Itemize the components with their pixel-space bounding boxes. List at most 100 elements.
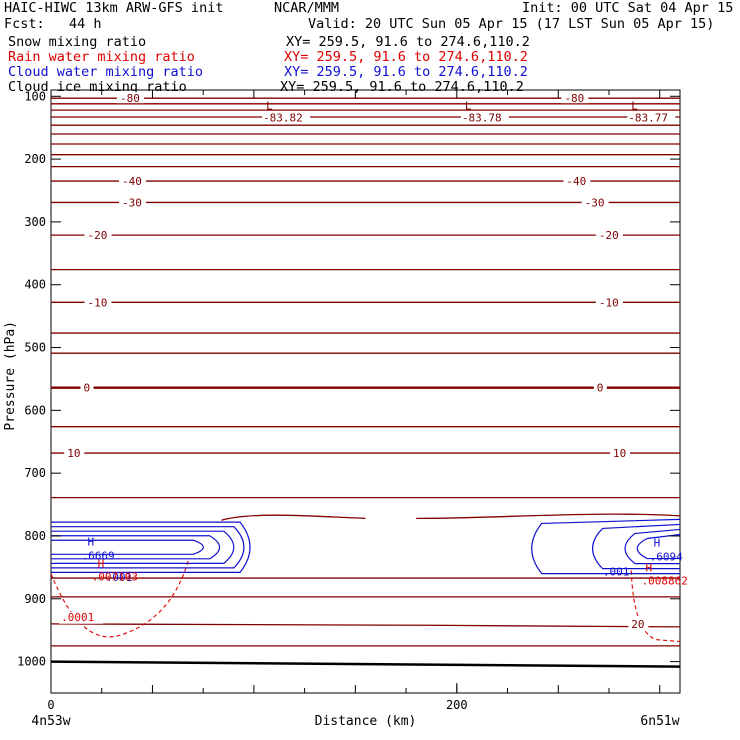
low-marker: L <box>266 99 273 112</box>
y-tick-label: 900 <box>24 592 46 606</box>
cloud-min-value: .001 <box>603 566 630 579</box>
cloud-water-contour <box>636 533 681 560</box>
isotherm-label-bg <box>80 381 94 393</box>
y-tick-label: 400 <box>24 278 46 292</box>
isotherm-label-bg <box>561 92 589 104</box>
cloud-water-contour <box>531 518 681 575</box>
cloud-water-contour <box>51 535 221 560</box>
cloud-max-marker: H <box>87 535 94 548</box>
y-tick-label: 500 <box>24 341 46 355</box>
low-marker: L <box>631 99 638 112</box>
field-ice-name: Cloud ice mixing ratio <box>8 79 187 95</box>
rain-contour-label-bg <box>59 611 104 624</box>
isotherm-label: -40 <box>122 175 142 188</box>
y-tick-label: 600 <box>24 403 46 417</box>
rain-max-value: .008862 <box>642 575 688 588</box>
low-value: -83.82 <box>263 111 303 124</box>
field-cloud-xy: XY= 259.5, 91.6 to 274.6,110.2 <box>284 64 528 80</box>
isotherm-label: -40 <box>566 175 586 188</box>
isotherm-label: 20 <box>631 618 644 631</box>
rain-contour-label: .0001 <box>61 611 94 624</box>
cloud-max-marker: H <box>654 537 661 550</box>
isotherm-label-bg <box>595 296 623 308</box>
isotherm-label: -10 <box>599 296 619 309</box>
low-value-bg <box>262 111 311 124</box>
field-cloud-name: Cloud water mixing ratio <box>8 64 204 80</box>
y-axis-title: Pressure (hPa) <box>3 321 18 431</box>
plot-frame <box>50 89 681 694</box>
cloud-water-contour <box>51 526 245 569</box>
ground-line <box>50 660 681 668</box>
isotherm-label-bg <box>593 381 607 393</box>
y-tick-label: 200 <box>24 152 46 166</box>
header-org: NCAR/MMM <box>274 0 340 16</box>
isotherm-label-bg <box>119 196 147 208</box>
low-value: -83.78 <box>462 111 502 124</box>
y-tick-label: 1000 <box>17 655 46 669</box>
field-rain-name: Rain water mixing ratio <box>8 49 195 65</box>
isotherm-label: 0 <box>597 382 604 395</box>
endpoint-label-left: 4n53w <box>31 714 70 729</box>
temperature-isotherms <box>50 97 681 668</box>
isotherm-label: -30 <box>585 196 605 209</box>
y-tick-label: 700 <box>24 466 46 480</box>
cloud-water-contour <box>592 523 681 570</box>
header-valid: Valid: 20 UTC Sun 05 Apr 15 (17 LST Sun … <box>308 16 715 32</box>
field-snow-xy: XY= 259.5, 91.6 to 274.6,110.2 <box>286 34 530 50</box>
isotherm-label-bg <box>581 196 609 208</box>
x-tick-label: 0 <box>47 698 54 712</box>
isotherm-label: -80 <box>564 92 584 105</box>
y-tick-label: 100 <box>24 89 46 103</box>
isotherm-line <box>50 623 681 628</box>
rain-max-marker: H <box>98 557 105 570</box>
isotherm-label: 10 <box>613 447 626 460</box>
endpoint-label-right: 6n51w <box>640 714 679 729</box>
field-rain-xy: XY= 259.5, 91.6 to 274.6,110.2 <box>284 49 528 65</box>
cloud-water-contour <box>624 528 681 565</box>
cloud-water-contour <box>51 530 235 564</box>
isotherm-label-bg <box>116 92 144 104</box>
isotherm-label-bg <box>84 229 112 241</box>
isotherm-label: -20 <box>599 229 619 242</box>
isotherm-label-bg <box>610 447 631 459</box>
isotherm-label-bg <box>628 617 649 629</box>
header-init: Init: 00 UTC Sat 04 Apr 15 <box>522 0 734 16</box>
rain-water-contour <box>50 557 190 638</box>
x-axis-title: Distance (km) <box>315 714 417 729</box>
low-value: -83.77 <box>628 111 668 124</box>
cloud-water-contours <box>51 518 681 575</box>
isotherm-label: -10 <box>88 296 108 309</box>
isotherm-label: 0 <box>83 382 90 395</box>
low-value-bg <box>460 111 509 124</box>
low-marker: L <box>465 99 472 112</box>
isotherm-label: -80 <box>120 92 140 105</box>
rain-max-value: .007103 <box>92 570 138 583</box>
low-value-bg <box>627 111 676 124</box>
contour-labels: -80 -80-40 -40-30 -30-20 -20-10 -100 010 1020L-… <box>59 92 688 631</box>
isotherm-label-bg <box>119 175 147 187</box>
field-snow-name: Snow mixing ratio <box>8 34 147 50</box>
rain-max-marker: H <box>646 562 653 575</box>
isotherm-label: 10 <box>67 447 80 460</box>
isotherm-label: -20 <box>88 229 108 242</box>
isotherm-line <box>416 513 681 520</box>
isotherm-label-bg <box>64 447 85 459</box>
isotherm-label-bg <box>595 229 623 241</box>
y-tick-label: 800 <box>24 529 46 543</box>
x-tick-label: 200 <box>446 698 468 712</box>
isotherm-line <box>221 514 366 521</box>
isotherm-label: -30 <box>122 196 142 209</box>
header-fcst: Fcst: 44 h <box>4 16 102 32</box>
rain-water-contours <box>50 557 681 643</box>
isotherm-label-bg <box>84 296 112 308</box>
header-title: HAIC-HIWC 13km ARW-GFS init <box>4 0 224 16</box>
cloud-water-contour <box>51 539 204 555</box>
isotherm-label-bg <box>563 175 591 187</box>
cloud-max-value: .6094 <box>650 551 683 564</box>
plot-border <box>50 89 681 694</box>
cloud-water-contour <box>51 521 251 573</box>
cloud-min-value: .001 <box>106 571 133 584</box>
cloud-max-value: .6669 <box>81 549 114 562</box>
